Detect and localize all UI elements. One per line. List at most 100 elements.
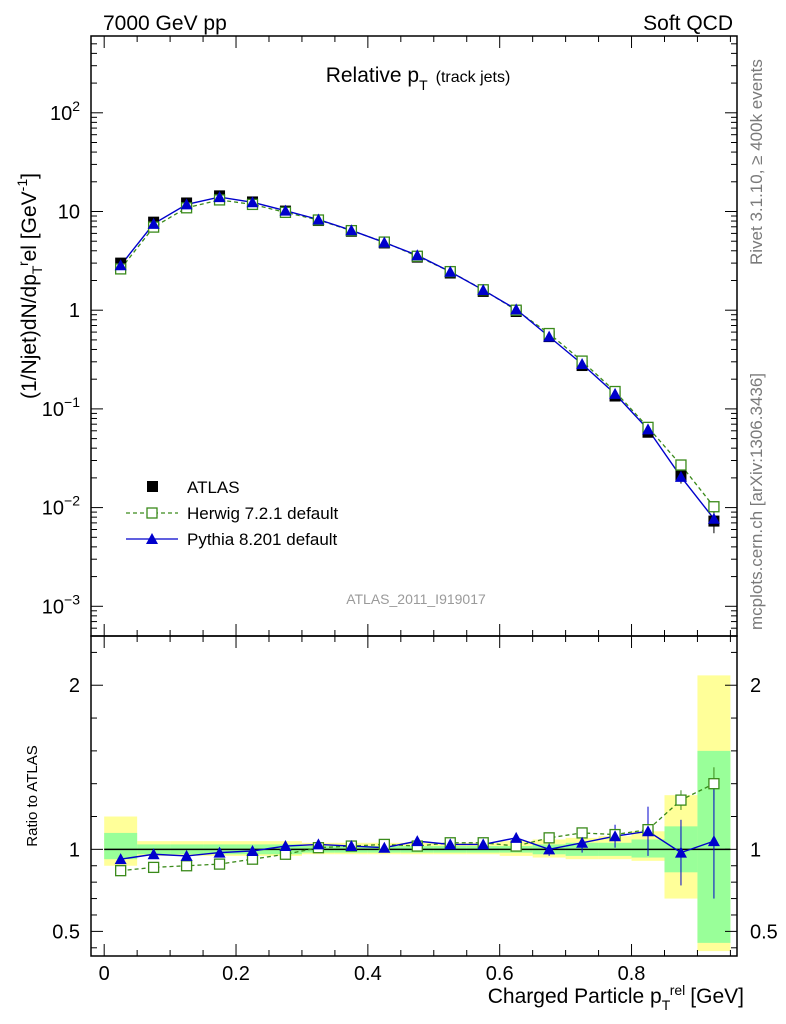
y-tick-label: 10−2 bbox=[42, 493, 80, 520]
main-plot-ticks bbox=[91, 35, 737, 637]
x-tick-label: 0.8 bbox=[618, 963, 646, 985]
pythia-ratio-point bbox=[246, 844, 259, 856]
herwig-ratio-point bbox=[180, 860, 193, 872]
pythia-ratio-point bbox=[213, 846, 226, 858]
pythia-ratio-point bbox=[543, 843, 556, 855]
pythia-point bbox=[444, 265, 457, 277]
pythia-ratio-point bbox=[378, 841, 391, 853]
ratio-plot-marks bbox=[104, 675, 731, 952]
pythia-point bbox=[707, 512, 720, 524]
y-tick-label: 1 bbox=[69, 300, 80, 322]
pythia-point bbox=[609, 387, 622, 399]
pythia-ratio-point bbox=[609, 830, 622, 842]
herwig-ratio-point bbox=[675, 794, 687, 806]
x-axis-label-sub: T bbox=[662, 997, 671, 1013]
herwig-ratio-point bbox=[708, 778, 720, 790]
pythia-point bbox=[345, 224, 358, 236]
pythia-ratio-point bbox=[477, 838, 490, 850]
pythia-point bbox=[279, 204, 292, 216]
side-label-mcplots: mcplots.cern.ch [arXiv:1306.3436] bbox=[747, 373, 766, 630]
pythia-point bbox=[576, 358, 589, 370]
pythia-point bbox=[411, 249, 424, 261]
pythia-ratio-point bbox=[180, 849, 193, 861]
plot-title-sub: T bbox=[419, 77, 428, 93]
ratio-y-tick-label-right: 2 bbox=[750, 675, 761, 697]
y-tick-label: 10−3 bbox=[42, 591, 80, 618]
ratio-y-tick-label-right: 1 bbox=[750, 839, 761, 861]
herwig-ratio-point bbox=[213, 858, 226, 870]
pythia-ratio-point bbox=[642, 825, 655, 837]
main-plot-marks bbox=[114, 190, 720, 534]
legend-item-pythia: Pythia 8.201 default bbox=[126, 530, 338, 549]
legend-label-pythia: Pythia 8.201 default bbox=[187, 530, 338, 549]
x-tick-label: 0.2 bbox=[222, 963, 250, 985]
pythia-point bbox=[312, 213, 325, 225]
legend-marker-atlas bbox=[147, 481, 158, 492]
pythia-point bbox=[674, 470, 687, 482]
herwig-ratio-point bbox=[147, 861, 160, 874]
pythia-point bbox=[213, 191, 226, 203]
pythia-point bbox=[510, 303, 523, 315]
pythia-ratio-point bbox=[345, 840, 358, 852]
pythia-point bbox=[378, 236, 391, 248]
legend-item-herwig: Herwig 7.2.1 default bbox=[126, 504, 338, 523]
herwig-ratio-point bbox=[115, 865, 127, 877]
legend-label-atlas: ATLAS bbox=[187, 478, 240, 497]
y-tick-label: 10−1 bbox=[42, 394, 80, 421]
side-label-rivet: Rivet 3.1.10, ≥ 400k events bbox=[747, 59, 766, 265]
header-right-label: Soft QCD bbox=[643, 12, 733, 35]
plot-title: Relative pT (track jets) bbox=[326, 64, 511, 93]
y-tick-label: 102 bbox=[50, 98, 80, 125]
pythia-ratio-point bbox=[411, 835, 424, 847]
herwig-ratio-point bbox=[576, 827, 588, 839]
pythia-point bbox=[180, 198, 193, 210]
ratio-y-tick-label-left: 0.5 bbox=[52, 921, 80, 943]
ratio-y-tick-label-left: 2 bbox=[69, 675, 80, 697]
pythia-ratio-point bbox=[114, 853, 127, 865]
legend-marker-herwig bbox=[146, 507, 158, 519]
ratio-y-tick-label-left: 1 bbox=[69, 839, 80, 861]
ratio-plot-x-tick-labels: 0 0.2 0.4 0.6 0.8 bbox=[99, 963, 646, 985]
x-tick-label: 0 bbox=[99, 963, 110, 985]
plot-title-suffix: (track jets) bbox=[436, 69, 511, 86]
pythia-point bbox=[114, 259, 127, 271]
header-left-label: 7000 GeV pp bbox=[103, 12, 227, 35]
pythia-point bbox=[246, 196, 259, 208]
pythia-ratio-point bbox=[510, 831, 523, 843]
pythia-ratio-point bbox=[279, 840, 292, 852]
ratio-plot-ticks bbox=[91, 636, 737, 956]
pythia-point bbox=[543, 330, 556, 342]
x-axis-label-main: Charged Particle p bbox=[488, 985, 662, 1008]
ratio-y-axis-label: Ratio to ATLAS bbox=[24, 745, 41, 846]
x-tick-label: 0.6 bbox=[486, 963, 514, 985]
ratio-plot-y-tick-labels: 0.5 0.5 1 1 2 2 bbox=[52, 675, 778, 943]
legend: ATLAS Herwig 7.2.1 default Pythia 8.201 … bbox=[126, 478, 338, 549]
legend-item-atlas: ATLAS bbox=[147, 478, 240, 497]
pythia-point bbox=[147, 217, 160, 229]
svg-text:(1/Njet)dN/dpTrel [GeV-1]: (1/Njet)dN/dpTrel [GeV-1] bbox=[14, 173, 45, 399]
main-plot-y-tick-labels: 10−3 10−2 10−1 1 10 102 bbox=[42, 98, 80, 618]
pythia-point bbox=[477, 284, 490, 296]
ratio-plot-frame bbox=[90, 635, 738, 957]
x-axis-label: Charged Particle pTrel [GeV] bbox=[488, 982, 744, 1013]
herwig-line bbox=[120, 199, 715, 508]
main-plot-panel: 10−3 10−2 10−1 1 10 102 Relative pT (track jet… bbox=[14, 35, 738, 637]
x-tick-label: 0.4 bbox=[354, 963, 382, 985]
main-y-axis-label: (1/Njet)dN/dpTrel [GeV-1] bbox=[14, 173, 45, 399]
plot-title-main: Relative p bbox=[326, 64, 419, 87]
pythia-point bbox=[642, 423, 655, 435]
legend-label-herwig: Herwig 7.2.1 default bbox=[187, 504, 338, 523]
ratio-plot-panel: 0.5 0.51 12 2 0 0.2 0.4 0.6 0.8 Ratio to ATLAS … bbox=[24, 635, 778, 1013]
herwig-point bbox=[708, 501, 720, 513]
herwig-point bbox=[675, 459, 687, 471]
pythia-ratio-point bbox=[707, 835, 720, 847]
y-tick-label: 10 bbox=[58, 201, 80, 223]
pythia-ratio-point bbox=[674, 846, 687, 858]
pythia-ratio-point bbox=[312, 838, 325, 850]
pythia-line bbox=[120, 196, 715, 520]
herwig-ratio-point bbox=[543, 832, 555, 844]
x-axis-label-unit: [GeV] bbox=[690, 985, 744, 1008]
pythia-ratio-point bbox=[576, 836, 589, 848]
ratio-y-tick-label-right: 0.5 bbox=[750, 921, 778, 943]
